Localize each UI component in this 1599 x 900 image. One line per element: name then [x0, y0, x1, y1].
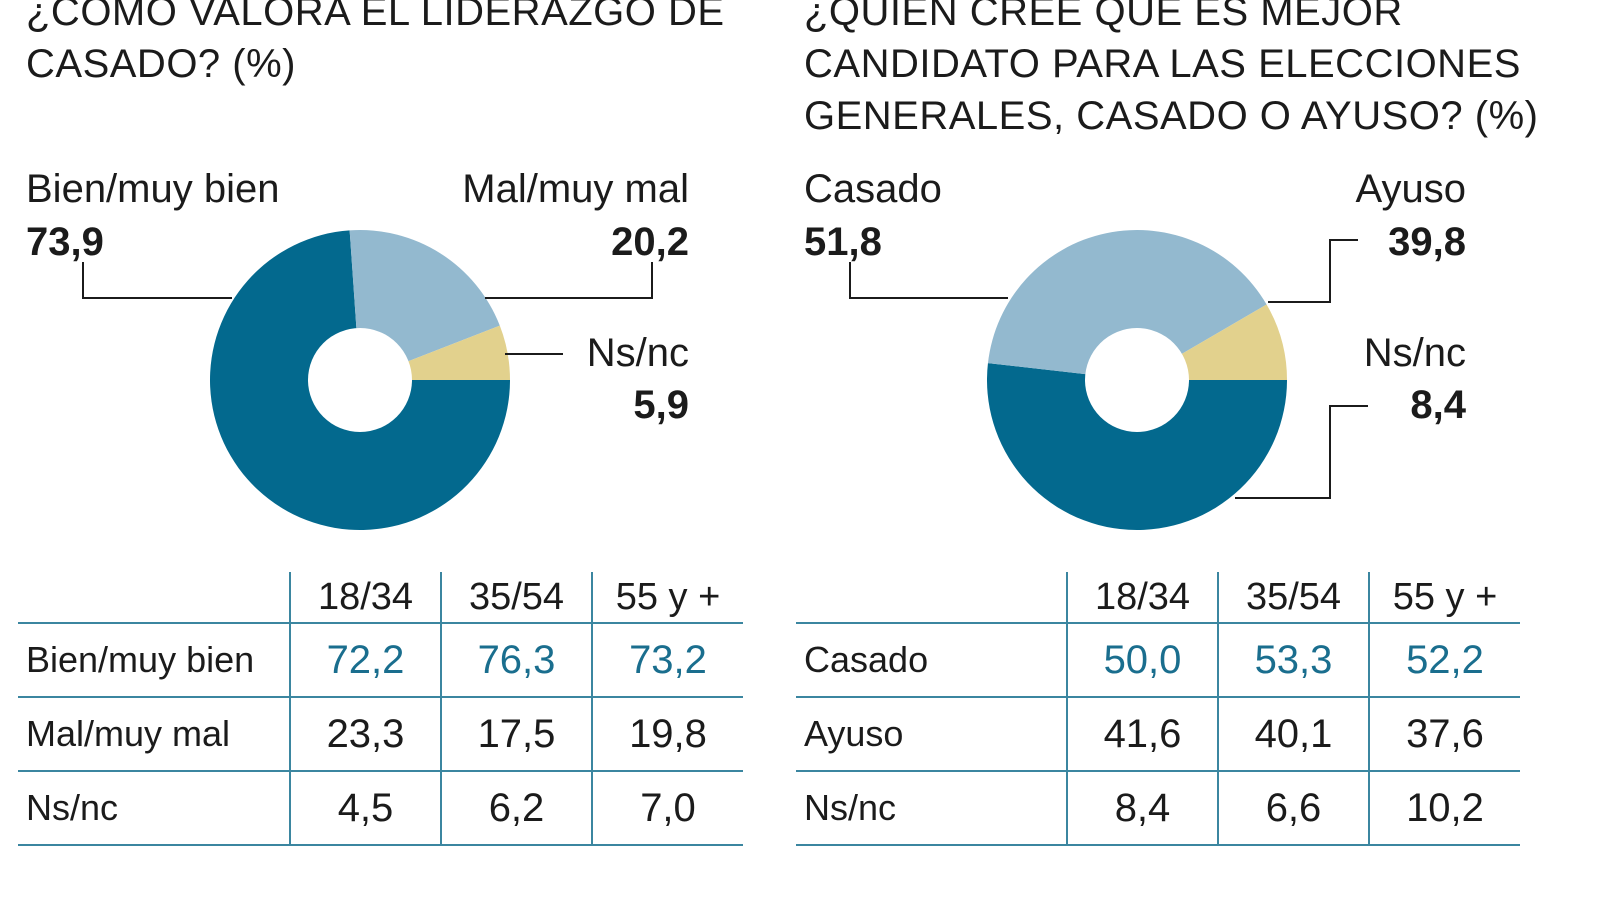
slice-value-ayuso: 39,8 [1388, 220, 1466, 264]
slice-value-nsnc: 5,9 [633, 383, 689, 427]
row-label: Ayuso [796, 696, 1067, 771]
age-breakdown-table-liderazgo: 18/34 35/54 55 y + Bien/muy bien 72,2 76… [18, 572, 743, 846]
slice-label-mal: Mal/muy mal [462, 167, 689, 211]
table-row: Ayuso 41,6 40,1 37,6 [796, 696, 1520, 771]
table-row: Ns/nc 8,4 6,6 10,2 [796, 770, 1520, 846]
table-cell: 4,5 [289, 770, 441, 846]
table-cell: 17,5 [440, 696, 592, 771]
table-row: Ns/nc 4,5 6,2 7,0 [18, 770, 743, 846]
row-label: Casado [796, 622, 1067, 697]
row-label: Bien/muy bien [18, 622, 290, 697]
table-cell: 23,3 [289, 696, 441, 771]
slice-value-casado: 51,8 [804, 220, 882, 264]
table-cell: 19,8 [591, 696, 743, 771]
slice-label-casado: Casado [804, 167, 942, 211]
table-cell: 50,0 [1066, 622, 1218, 697]
slice-value-bien: 73,9 [26, 220, 104, 264]
column-header: 55 y + [1368, 572, 1520, 623]
slice-label-bien: Bien/muy bien [26, 167, 279, 211]
table-row: Mal/muy mal 23,3 17,5 19,8 [18, 696, 743, 771]
donut-chart-liderazgo: Bien/muy bien 73,9 Mal/muy mal 20,2 Ns/n… [26, 167, 689, 531]
table-cell: 52,2 [1368, 622, 1520, 697]
table-cell: 76,3 [440, 622, 592, 697]
table-cell: 37,6 [1368, 696, 1520, 771]
table-cell: 6,2 [440, 770, 592, 846]
chart-panel-liderazgo: ¿CÓMO VALORA EL LIDERAZGO DE CASADO? (%)… [0, 0, 770, 900]
donut-hole [1085, 328, 1189, 432]
table-cell: 41,6 [1066, 696, 1218, 771]
leader-lines [82, 262, 653, 355]
slice-value-nsnc: 8,4 [1410, 383, 1466, 427]
row-label: Mal/muy mal [18, 696, 290, 771]
column-header: 18/34 [1066, 572, 1218, 623]
slice-label-nsnc: Ns/nc [1364, 331, 1466, 375]
column-header: 18/34 [289, 572, 441, 623]
table-cell: 40,1 [1217, 696, 1369, 771]
table-row: Casado 50,0 53,3 52,2 [796, 622, 1520, 697]
column-header: 55 y + [591, 572, 743, 623]
table-row: Bien/muy bien 72,2 76,3 73,2 [18, 622, 743, 697]
row-label: Ns/nc [796, 770, 1067, 846]
table-cell: 53,3 [1217, 622, 1369, 697]
chart-panel-candidato: ¿QUIÉN CREE QUE ES MEJOR CANDIDATO PARA … [780, 0, 1599, 900]
donut-hole [308, 328, 412, 432]
slice-casado [987, 363, 1287, 531]
age-breakdown-table-candidato: 18/34 35/54 55 y + Casado 50,0 53,3 52,2… [796, 572, 1520, 846]
table-cell: 72,2 [289, 622, 441, 697]
slice-label-ayuso: Ayuso [1356, 167, 1466, 211]
slice-ayuso [987, 230, 1267, 380]
chart-title: ¿QUIÉN CREE QUE ES MEJOR CANDIDATO PARA … [804, 0, 1539, 138]
chart-title: ¿CÓMO VALORA EL LIDERAZGO DE CASADO? (%) [26, 0, 725, 86]
table-cell: 8,4 [1066, 770, 1218, 846]
column-header: 35/54 [1217, 572, 1369, 623]
table-cell: 73,2 [591, 622, 743, 697]
slice-value-mal: 20,2 [611, 220, 689, 264]
table-cell: 10,2 [1368, 770, 1520, 846]
column-header: 35/54 [440, 572, 592, 623]
row-label: Ns/nc [18, 770, 290, 846]
donut-chart-candidato: Casado 51,8 Ayuso 39,8 Ns/nc 8,4 [804, 167, 1467, 531]
slice-label-nsnc: Ns/nc [587, 331, 689, 375]
table-cell: 6,6 [1217, 770, 1369, 846]
table-cell: 7,0 [591, 770, 743, 846]
leader-lines [849, 239, 1368, 499]
